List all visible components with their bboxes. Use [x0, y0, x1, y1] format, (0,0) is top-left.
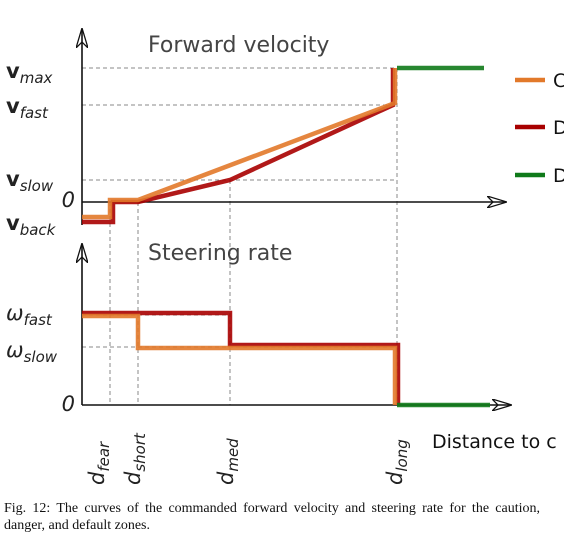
- curves: [82, 65, 490, 408]
- symbol-label: ωslow: [6, 338, 58, 366]
- symbol-label: ωfast: [6, 301, 53, 329]
- symbol-label: vmax: [6, 59, 53, 87]
- symbol-label: dlong: [383, 439, 411, 485]
- caption: Fig. 12: The curves of the commanded for…: [4, 501, 540, 533]
- legend-entry: C: [553, 70, 564, 92]
- panel-title: Steering rate: [148, 241, 292, 266]
- symbol-label: vback: [6, 211, 57, 239]
- panel-title: Forward velocity: [148, 33, 329, 58]
- symbol-label: vslow: [6, 167, 54, 195]
- symbol-label: 0: [62, 392, 75, 416]
- guides: [82, 67, 398, 405]
- labels: vmaxvfastvslow0vbackωfastωslow0dfeardsho…: [6, 59, 411, 485]
- symbol-label: vfast: [6, 94, 49, 122]
- x-axis-title: Distance to c: [432, 431, 557, 453]
- legend: C D D: [515, 70, 564, 187]
- symbol-label: dshort: [121, 432, 149, 485]
- symbol-label: dmed: [214, 438, 242, 485]
- symbol-label: 0: [62, 188, 75, 212]
- symbol-label: dfear: [85, 441, 113, 485]
- legend-entry: D: [553, 117, 564, 139]
- legend-entry: D: [553, 165, 564, 187]
- plot: Forward velocity Steering rate vmax vfast…: [6, 0, 564, 485]
